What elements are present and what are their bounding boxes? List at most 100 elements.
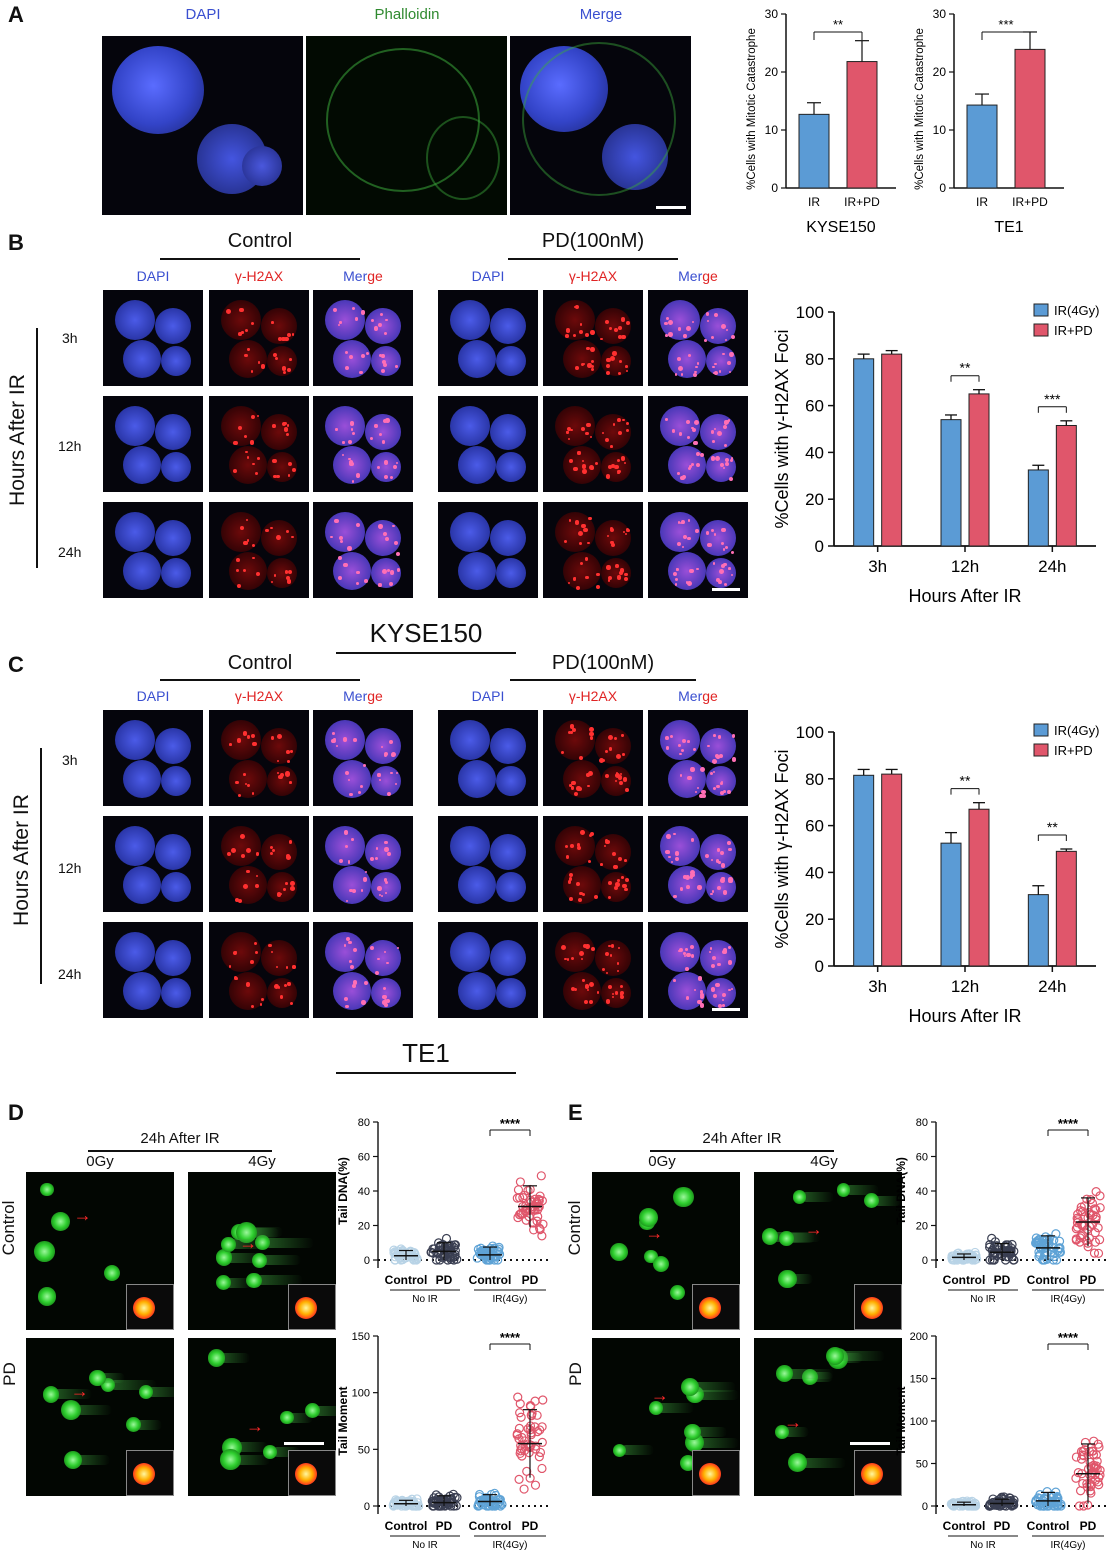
x-tick-label: PD	[522, 1519, 539, 1533]
data-point	[530, 1194, 540, 1204]
x-tick-label: Control	[1027, 1519, 1070, 1533]
bar	[881, 353, 903, 547]
data-point	[475, 1247, 485, 1257]
micrograph	[209, 290, 309, 386]
side-line-c	[40, 748, 42, 984]
y-tick-label: 100	[796, 723, 824, 742]
sig-label: **	[1047, 819, 1058, 835]
comet-inset	[854, 1284, 902, 1330]
x-tick-label: PD	[1080, 1273, 1097, 1287]
row-label-b-3h: 3h	[62, 330, 78, 346]
group-label: No IR	[970, 1294, 996, 1305]
line-cellline-b	[336, 652, 516, 654]
micrograph	[648, 922, 748, 1018]
micrograph	[438, 502, 538, 598]
x-axis-label: Hours After IR	[908, 586, 1021, 606]
bar	[853, 358, 875, 547]
bar	[798, 113, 830, 189]
data-point	[992, 1241, 1002, 1251]
y-axis-label: Tail DNA(%)	[336, 1157, 350, 1225]
data-point	[513, 1392, 523, 1402]
x-tick-label: IR+PD	[1012, 195, 1048, 209]
data-point	[1095, 1203, 1105, 1213]
data-point	[530, 1396, 540, 1406]
data-point	[537, 1422, 547, 1432]
y-tick-label: 80	[805, 350, 824, 369]
comet-inset	[288, 1284, 336, 1330]
data-point	[535, 1447, 546, 1458]
bar	[968, 808, 990, 967]
group-label: IR(4Gy)	[493, 1540, 528, 1551]
panel-label-b: B	[8, 230, 24, 255]
data-point	[1071, 1473, 1081, 1483]
data-point	[967, 1255, 977, 1265]
legend-swatch	[1033, 743, 1049, 757]
micrograph	[103, 922, 203, 1018]
line-pd-b	[508, 258, 678, 260]
sig-label: ***	[1044, 391, 1061, 407]
data-point	[1054, 1236, 1065, 1246]
panel-label-e: E	[568, 1100, 583, 1125]
bar	[1027, 894, 1049, 967]
data-point	[429, 1244, 440, 1254]
label-merge: Merge	[579, 6, 623, 23]
y-tick-label: 60	[358, 1152, 370, 1164]
line-header-d	[88, 1150, 272, 1152]
y-axis-label: Tail Moment	[336, 1386, 350, 1455]
data-point	[1079, 1501, 1089, 1511]
x-tick-label: 3h	[868, 977, 887, 996]
y-tick-label: 40	[916, 1186, 928, 1198]
data-point	[488, 1495, 498, 1506]
image-a-phalloidin	[306, 36, 507, 215]
bar	[846, 61, 878, 189]
micrograph	[103, 816, 203, 912]
data-point	[428, 1497, 438, 1507]
data-point	[429, 1496, 439, 1506]
micrograph	[648, 502, 748, 598]
x-tick-label: Control	[943, 1519, 986, 1533]
x-tick-label: IR+PD	[844, 195, 880, 209]
y-tick-label: 20	[916, 1221, 928, 1233]
data-point	[1086, 1488, 1096, 1498]
data-point	[1084, 1446, 1095, 1457]
data-point	[1005, 1493, 1015, 1503]
micrograph	[438, 710, 538, 806]
data-point	[515, 1399, 525, 1409]
data-point	[513, 1212, 523, 1223]
data-point	[530, 1480, 541, 1490]
col-d-0gy: 0Gy	[86, 1153, 114, 1170]
micrograph	[543, 396, 643, 492]
chart-e-tail-moment: 0 50 100 150 200 Control PD Control PD No IR IR(4G…	[894, 1330, 1108, 1551]
y-tick-label: 60	[805, 817, 824, 836]
panel-label-d: D	[8, 1100, 24, 1125]
comet-image: →	[754, 1172, 902, 1330]
data-point	[1077, 1450, 1088, 1460]
y-tick-label: 0	[815, 957, 824, 976]
x-tick-label: PD	[1080, 1519, 1097, 1533]
data-point	[1044, 1234, 1054, 1244]
data-point	[532, 1427, 543, 1437]
micrograph	[438, 922, 538, 1018]
micrograph	[209, 922, 309, 1018]
data-point	[985, 1240, 995, 1250]
red-arrow-icon: →	[645, 1223, 664, 1244]
micrograph	[648, 396, 748, 492]
comet-image: →	[26, 1172, 174, 1330]
data-point	[450, 1245, 460, 1256]
data-point	[1078, 1478, 1088, 1489]
data-point	[1095, 1235, 1105, 1245]
comet-image: →	[754, 1338, 902, 1496]
label-dapi-b1: DAPI	[136, 268, 170, 284]
data-point	[1080, 1437, 1091, 1448]
micrograph	[103, 396, 203, 492]
comet-image: →	[592, 1172, 740, 1330]
data-point	[515, 1177, 526, 1187]
data-point	[1076, 1454, 1087, 1464]
group-label: No IR	[970, 1540, 996, 1551]
legend-label: IR(4Gy)	[1054, 723, 1100, 738]
micrograph	[209, 816, 309, 912]
scale-bar	[850, 1442, 890, 1445]
panel-label-a: A	[8, 2, 24, 27]
y-tick-label: 0	[364, 1255, 370, 1267]
data-point	[984, 1501, 995, 1511]
